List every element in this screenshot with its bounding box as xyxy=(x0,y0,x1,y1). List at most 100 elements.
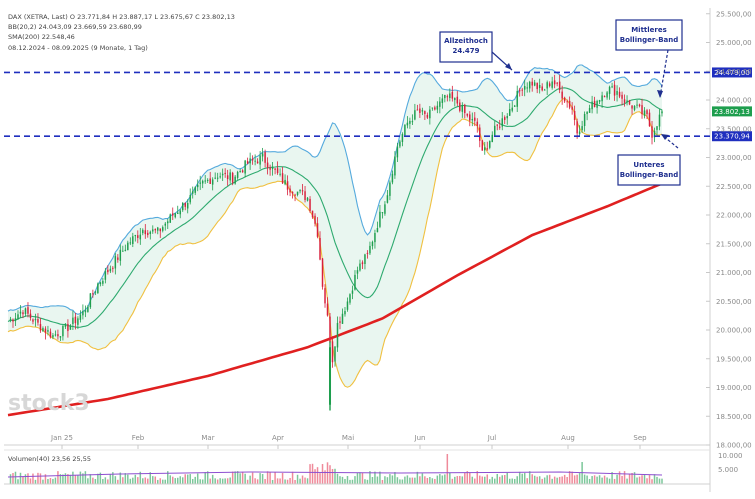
volume-bar xyxy=(416,471,419,484)
volume-bar xyxy=(152,476,154,484)
candle-body xyxy=(64,323,67,327)
candle-body xyxy=(611,86,613,88)
volume-bar xyxy=(264,479,266,484)
candle-body xyxy=(571,106,573,110)
volume-bar xyxy=(49,478,52,484)
candle-body xyxy=(419,108,421,113)
volume-bar xyxy=(256,479,259,484)
volume-bar xyxy=(511,478,513,484)
volume-bar xyxy=(32,473,34,484)
volume-bar xyxy=(371,477,374,484)
candle-body xyxy=(329,347,332,405)
candle-body xyxy=(124,249,127,251)
candle-body xyxy=(59,336,62,338)
volume-bar xyxy=(653,474,656,484)
unteres-arrowhead xyxy=(661,134,669,140)
volume-bar xyxy=(533,475,536,484)
volume-bar xyxy=(199,479,201,484)
candle-body xyxy=(194,187,196,193)
volume-bar xyxy=(566,477,568,484)
candle-body xyxy=(374,232,376,243)
volume-bar xyxy=(122,477,124,484)
candle-body xyxy=(109,268,112,272)
candle-body xyxy=(484,147,486,151)
candle-body xyxy=(49,331,52,338)
volume-bar xyxy=(236,471,239,484)
volume-bar xyxy=(22,476,24,484)
y-tick-label: 18.500,00 xyxy=(716,413,752,421)
volume-bar xyxy=(608,478,611,484)
volume-bar xyxy=(456,476,459,484)
candle-body xyxy=(324,288,326,304)
volume-bar xyxy=(189,474,191,484)
volume-bar xyxy=(601,477,603,484)
candle-body xyxy=(37,319,39,323)
candle-body xyxy=(321,258,324,287)
annotation-allzeithoch: Allzeithoch 24.479 xyxy=(439,31,513,71)
volume-bar xyxy=(444,474,446,484)
candle-body xyxy=(601,95,603,102)
candle-body xyxy=(334,346,336,362)
volume-bar xyxy=(301,475,304,484)
candle-body xyxy=(309,198,311,212)
volume-bar xyxy=(62,474,64,484)
annotation-mittleres: Mittleres Bollinger-Band xyxy=(615,19,683,98)
volume-bar xyxy=(319,473,321,484)
candle-body xyxy=(304,191,306,200)
candle-body xyxy=(546,82,548,89)
volume-bar xyxy=(251,472,254,484)
volume-bar xyxy=(366,479,369,484)
candle-body xyxy=(32,319,34,322)
candles xyxy=(9,74,663,411)
volume-bar xyxy=(206,471,209,484)
candle-body xyxy=(241,170,244,173)
bollinger-band-fill xyxy=(8,65,662,388)
candle-body xyxy=(454,98,456,101)
volume-bar xyxy=(249,475,251,484)
volume-bar xyxy=(489,479,491,484)
candle-body xyxy=(117,257,119,260)
volume-bar xyxy=(394,472,396,484)
candle-body xyxy=(119,249,122,261)
candle-body xyxy=(653,130,656,138)
volume-bar xyxy=(631,472,633,484)
candle-body xyxy=(426,114,429,118)
volume-bar xyxy=(132,477,134,484)
volume-bar xyxy=(171,476,174,484)
volume-legend: Volumen(40) 23,56 25,55 xyxy=(8,455,91,463)
volume-bar xyxy=(147,478,149,484)
candle-body xyxy=(339,321,341,323)
y-tick-label: 24.500,00 xyxy=(716,68,752,76)
candle-body xyxy=(381,212,384,214)
candle-body xyxy=(331,341,334,363)
volume-bar xyxy=(591,476,593,484)
candle-body xyxy=(271,166,274,169)
volume-bar xyxy=(641,475,643,484)
candle-body xyxy=(112,267,114,269)
candle-body xyxy=(144,230,147,235)
volume-bar xyxy=(354,476,356,484)
candle-body xyxy=(513,105,516,107)
indicator-lines xyxy=(7,64,663,417)
volume-bar xyxy=(24,474,27,484)
candle-body xyxy=(246,161,249,164)
x-tick-label: Feb xyxy=(132,434,145,442)
candle-body xyxy=(201,180,204,184)
y-tick-label: 24.000,00 xyxy=(716,97,752,105)
candle-body xyxy=(211,179,214,185)
legend-line-1: DAX (XETRA, Last) O 23.771,84 H 23.887,1… xyxy=(8,13,235,21)
volume-bar xyxy=(374,471,376,484)
candle-body xyxy=(47,330,49,332)
candle-body xyxy=(356,270,359,274)
volume-bar xyxy=(421,473,424,484)
candle-body xyxy=(431,107,434,109)
volume-bar xyxy=(531,474,533,484)
bb-upper-line xyxy=(7,64,663,315)
candle-body xyxy=(391,173,394,183)
candle-body xyxy=(284,179,286,185)
volume-bar xyxy=(186,474,189,484)
candle-body xyxy=(74,316,77,324)
volume-bar xyxy=(571,471,573,484)
volume-bar xyxy=(384,476,386,484)
